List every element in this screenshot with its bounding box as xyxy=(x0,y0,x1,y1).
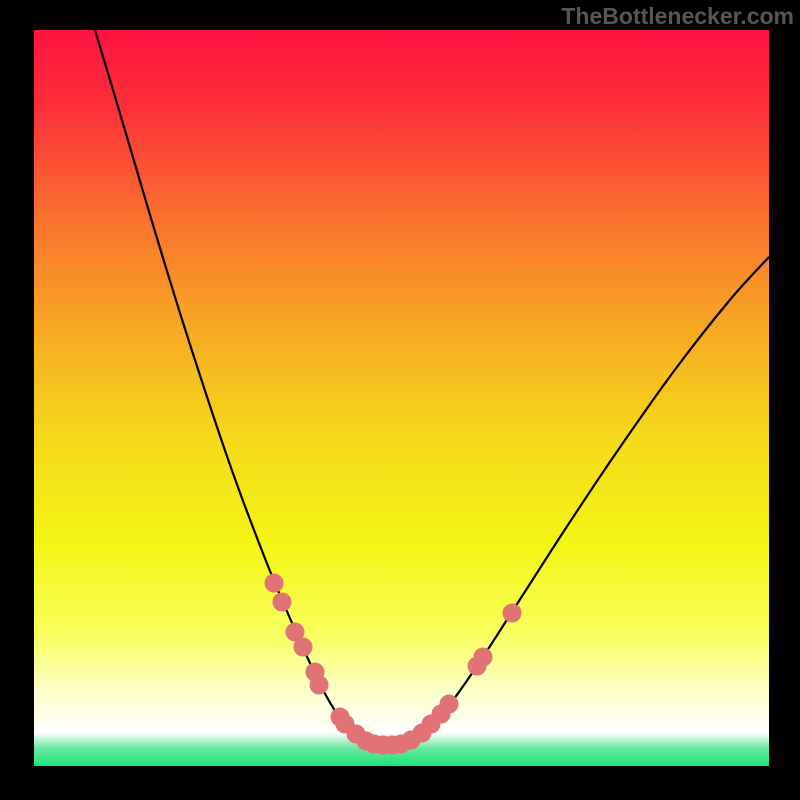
chart-container: TheBottlenecker.com xyxy=(0,0,800,800)
curve-marker xyxy=(273,593,291,611)
gradient-background xyxy=(34,30,769,766)
curve-marker xyxy=(294,638,312,656)
curve-marker xyxy=(265,574,283,592)
curve-marker xyxy=(503,604,521,622)
watermark-label: TheBottlenecker.com xyxy=(561,3,794,30)
curve-marker xyxy=(474,648,492,666)
plot-area xyxy=(34,30,769,766)
curve-marker xyxy=(310,676,328,694)
curve-marker xyxy=(440,695,458,713)
